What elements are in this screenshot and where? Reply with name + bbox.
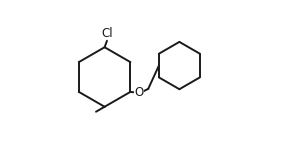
Text: Cl: Cl bbox=[101, 27, 113, 40]
Text: O: O bbox=[134, 86, 143, 99]
